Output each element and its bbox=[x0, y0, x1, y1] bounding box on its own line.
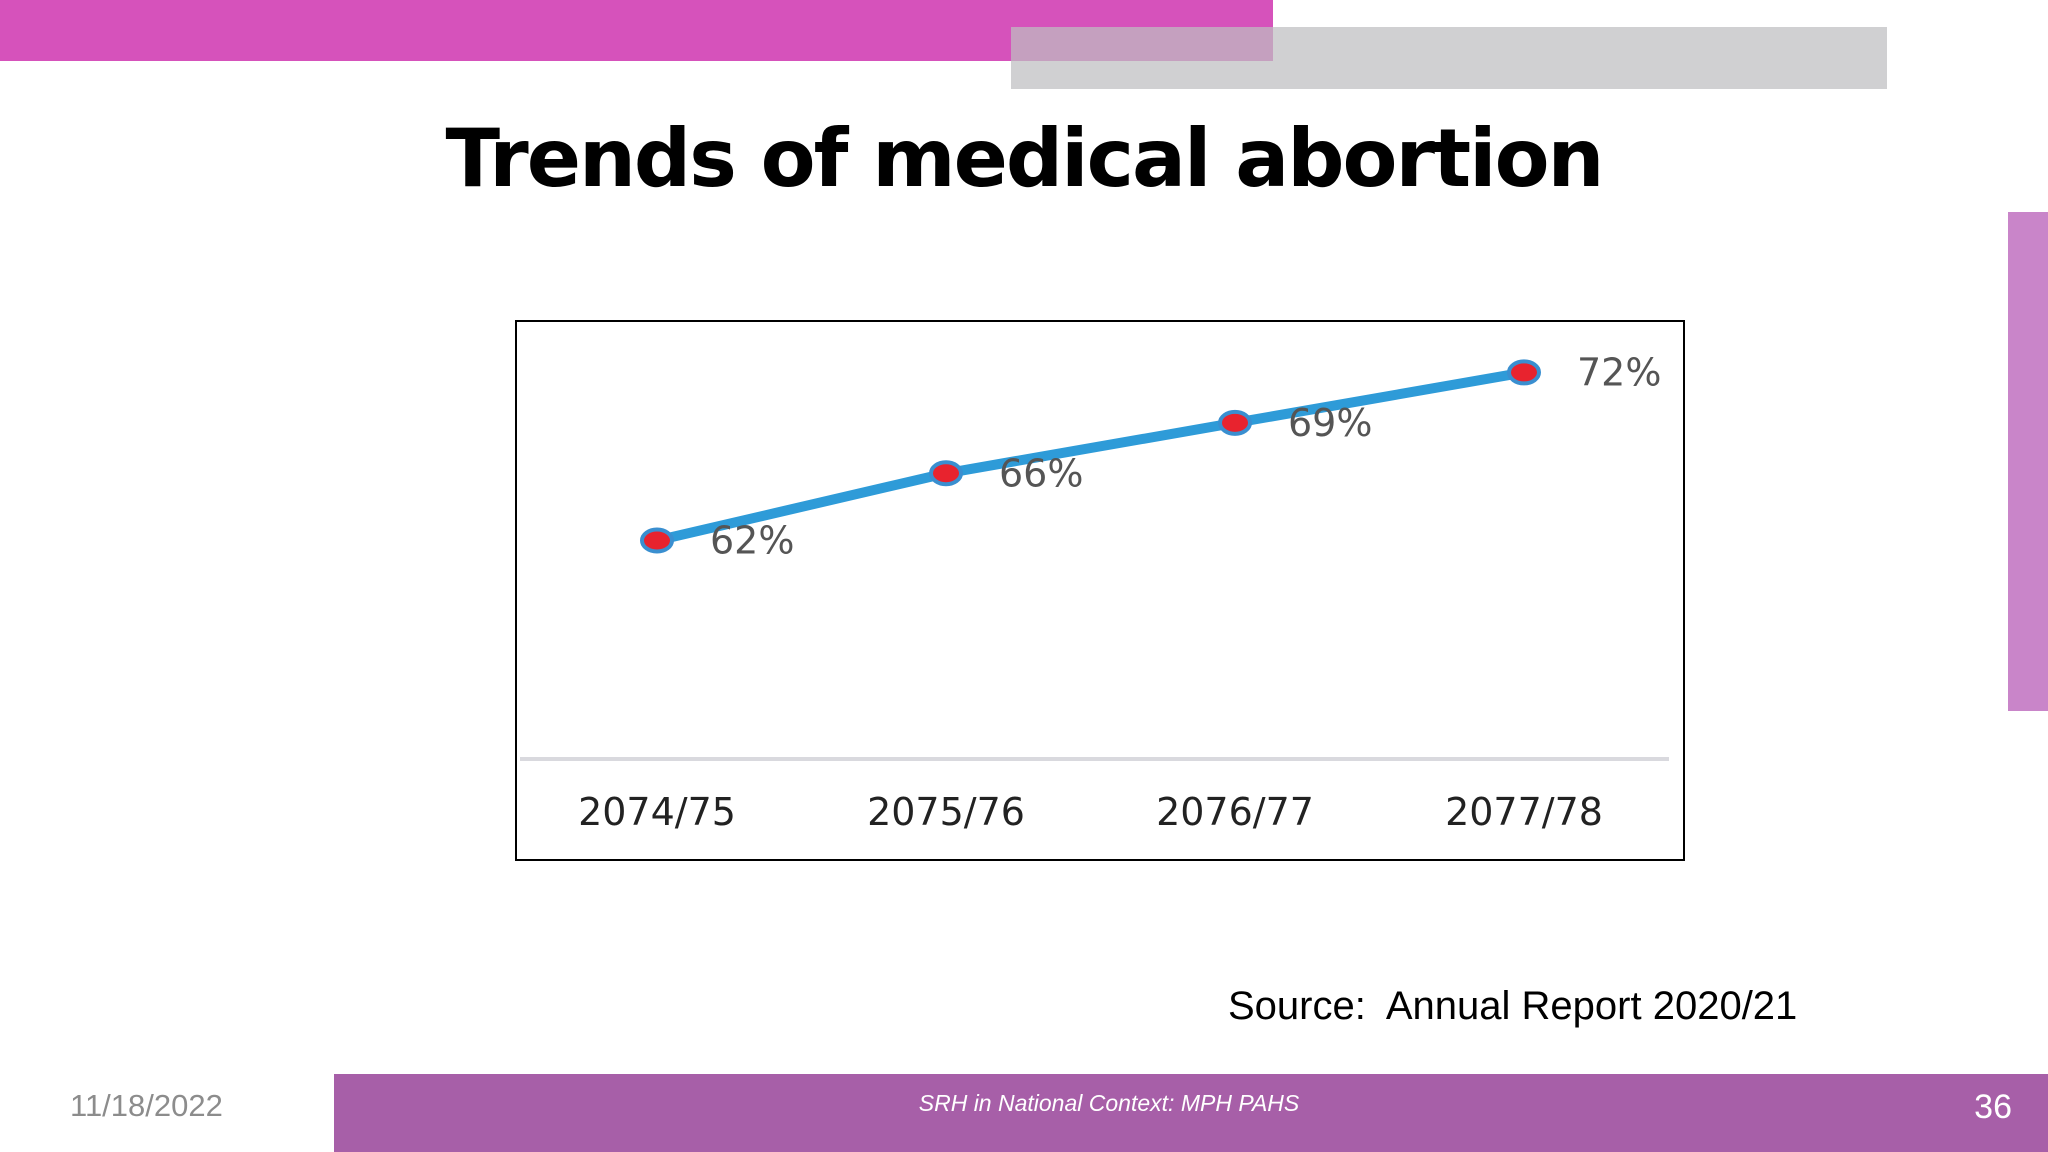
x-tick-label: 2076/77 bbox=[1156, 790, 1314, 834]
side-accent-bar bbox=[2008, 212, 2048, 711]
source-note: Source: Annual Report 2020/21 bbox=[1228, 984, 1798, 1028]
data-label: 72% bbox=[1577, 350, 1661, 394]
data-point bbox=[1507, 359, 1541, 386]
page-number: 36 bbox=[1974, 1088, 2012, 1126]
data-label: 62% bbox=[710, 519, 794, 563]
series-line bbox=[652, 367, 1529, 546]
footer-bar: SRH in National Context: MPH PAHS 36 bbox=[334, 1074, 2048, 1152]
slide-date: 11/18/2022 bbox=[70, 1088, 223, 1123]
data-label: 69% bbox=[1288, 401, 1372, 445]
slide-title: Trends of medical abortion bbox=[445, 112, 1604, 205]
footer-text: SRH in National Context: MPH PAHS bbox=[918, 1090, 1300, 1116]
x-tick-label: 2077/78 bbox=[1445, 790, 1603, 834]
data-point bbox=[640, 527, 674, 554]
chart-frame: 2074/75 2075/76 2076/77 2077/78 62% 66% 69% 72% bbox=[515, 320, 1685, 861]
data-point bbox=[1218, 409, 1252, 436]
x-tick-label: 2074/75 bbox=[578, 790, 736, 834]
line-chart: 2074/75 2075/76 2076/77 2077/78 62% 66% 69% 72% bbox=[520, 350, 1669, 834]
data-point bbox=[929, 460, 963, 487]
x-tick-label: 2075/76 bbox=[867, 790, 1025, 834]
top-gray-bar bbox=[1011, 27, 1887, 89]
data-label: 66% bbox=[999, 451, 1083, 495]
